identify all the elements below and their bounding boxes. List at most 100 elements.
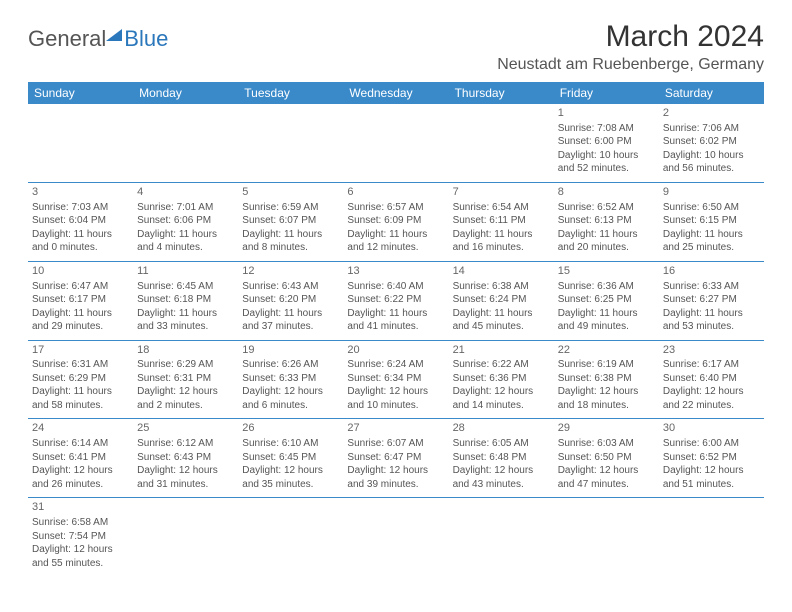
calendar-cell-empty bbox=[238, 498, 343, 576]
day-number: 11 bbox=[137, 264, 234, 279]
weekday-header: Wednesday bbox=[343, 82, 448, 104]
daylight-line: Daylight: 12 hours and 22 minutes. bbox=[663, 385, 760, 412]
sunrise-line: Sunrise: 6:14 AM bbox=[32, 437, 129, 451]
daylight-line: Daylight: 11 hours and 16 minutes. bbox=[453, 228, 550, 255]
sunrise-line: Sunrise: 6:33 AM bbox=[663, 280, 760, 294]
weekday-header: Tuesday bbox=[238, 82, 343, 104]
daylight-line: Daylight: 11 hours and 0 minutes. bbox=[32, 228, 129, 255]
day-number: 4 bbox=[137, 185, 234, 200]
daylight-line: Daylight: 12 hours and 55 minutes. bbox=[32, 543, 129, 570]
sunset-line: Sunset: 6:34 PM bbox=[347, 372, 444, 386]
day-number: 5 bbox=[242, 185, 339, 200]
calendar-cell: 8Sunrise: 6:52 AMSunset: 6:13 PMDaylight… bbox=[554, 182, 659, 261]
calendar-cell: 22Sunrise: 6:19 AMSunset: 6:38 PMDayligh… bbox=[554, 340, 659, 419]
calendar-cell: 28Sunrise: 6:05 AMSunset: 6:48 PMDayligh… bbox=[449, 419, 554, 498]
sunrise-line: Sunrise: 6:07 AM bbox=[347, 437, 444, 451]
weekday-header: Saturday bbox=[659, 82, 764, 104]
day-number: 31 bbox=[32, 500, 129, 515]
sunset-line: Sunset: 6:17 PM bbox=[32, 293, 129, 307]
daylight-line: Daylight: 12 hours and 10 minutes. bbox=[347, 385, 444, 412]
calendar-cell: 29Sunrise: 6:03 AMSunset: 6:50 PMDayligh… bbox=[554, 419, 659, 498]
sunset-line: Sunset: 6:43 PM bbox=[137, 451, 234, 465]
calendar-cell: 18Sunrise: 6:29 AMSunset: 6:31 PMDayligh… bbox=[133, 340, 238, 419]
weekday-header-row: SundayMondayTuesdayWednesdayThursdayFrid… bbox=[28, 82, 764, 104]
daylight-line: Daylight: 11 hours and 25 minutes. bbox=[663, 228, 760, 255]
daylight-line: Daylight: 12 hours and 43 minutes. bbox=[453, 464, 550, 491]
calendar-table: SundayMondayTuesdayWednesdayThursdayFrid… bbox=[28, 82, 764, 576]
sunset-line: Sunset: 6:06 PM bbox=[137, 214, 234, 228]
calendar-cell: 21Sunrise: 6:22 AMSunset: 6:36 PMDayligh… bbox=[449, 340, 554, 419]
sunset-line: Sunset: 6:40 PM bbox=[663, 372, 760, 386]
weekday-header: Monday bbox=[133, 82, 238, 104]
day-number: 2 bbox=[663, 106, 760, 121]
daylight-line: Daylight: 11 hours and 41 minutes. bbox=[347, 307, 444, 334]
calendar-cell-empty bbox=[28, 104, 133, 182]
sunset-line: Sunset: 6:22 PM bbox=[347, 293, 444, 307]
daylight-line: Daylight: 12 hours and 31 minutes. bbox=[137, 464, 234, 491]
calendar-cell: 2Sunrise: 7:06 AMSunset: 6:02 PMDaylight… bbox=[659, 104, 764, 182]
sunset-line: Sunset: 6:18 PM bbox=[137, 293, 234, 307]
sunrise-line: Sunrise: 6:38 AM bbox=[453, 280, 550, 294]
calendar-cell-empty bbox=[343, 104, 448, 182]
sunrise-line: Sunrise: 6:45 AM bbox=[137, 280, 234, 294]
calendar-cell: 3Sunrise: 7:03 AMSunset: 6:04 PMDaylight… bbox=[28, 182, 133, 261]
sunrise-line: Sunrise: 6:58 AM bbox=[32, 516, 129, 530]
daylight-line: Daylight: 11 hours and 8 minutes. bbox=[242, 228, 339, 255]
sunset-line: Sunset: 6:29 PM bbox=[32, 372, 129, 386]
calendar-row: 31Sunrise: 6:58 AMSunset: 7:54 PMDayligh… bbox=[28, 498, 764, 576]
day-number: 13 bbox=[347, 264, 444, 279]
day-number: 9 bbox=[663, 185, 760, 200]
day-number: 15 bbox=[558, 264, 655, 279]
sunset-line: Sunset: 6:47 PM bbox=[347, 451, 444, 465]
daylight-line: Daylight: 11 hours and 4 minutes. bbox=[137, 228, 234, 255]
sunset-line: Sunset: 6:00 PM bbox=[558, 135, 655, 149]
daylight-line: Daylight: 11 hours and 37 minutes. bbox=[242, 307, 339, 334]
day-number: 21 bbox=[453, 343, 550, 358]
sunrise-line: Sunrise: 7:01 AM bbox=[137, 201, 234, 215]
day-number: 27 bbox=[347, 421, 444, 436]
weekday-header: Sunday bbox=[28, 82, 133, 104]
daylight-line: Daylight: 11 hours and 33 minutes. bbox=[137, 307, 234, 334]
calendar-cell: 31Sunrise: 6:58 AMSunset: 7:54 PMDayligh… bbox=[28, 498, 133, 576]
sunset-line: Sunset: 6:36 PM bbox=[453, 372, 550, 386]
calendar-cell-empty bbox=[449, 498, 554, 576]
sunrise-line: Sunrise: 6:50 AM bbox=[663, 201, 760, 215]
day-number: 6 bbox=[347, 185, 444, 200]
calendar-cell: 20Sunrise: 6:24 AMSunset: 6:34 PMDayligh… bbox=[343, 340, 448, 419]
calendar-cell: 7Sunrise: 6:54 AMSunset: 6:11 PMDaylight… bbox=[449, 182, 554, 261]
calendar-cell: 27Sunrise: 6:07 AMSunset: 6:47 PMDayligh… bbox=[343, 419, 448, 498]
calendar-cell-empty bbox=[343, 498, 448, 576]
sunrise-line: Sunrise: 6:29 AM bbox=[137, 358, 234, 372]
calendar-cell: 9Sunrise: 6:50 AMSunset: 6:15 PMDaylight… bbox=[659, 182, 764, 261]
daylight-line: Daylight: 12 hours and 14 minutes. bbox=[453, 385, 550, 412]
day-number: 30 bbox=[663, 421, 760, 436]
calendar-cell: 6Sunrise: 6:57 AMSunset: 6:09 PMDaylight… bbox=[343, 182, 448, 261]
daylight-line: Daylight: 12 hours and 47 minutes. bbox=[558, 464, 655, 491]
sunrise-line: Sunrise: 6:43 AM bbox=[242, 280, 339, 294]
sunrise-line: Sunrise: 7:08 AM bbox=[558, 122, 655, 136]
calendar-row: 17Sunrise: 6:31 AMSunset: 6:29 PMDayligh… bbox=[28, 340, 764, 419]
sunset-line: Sunset: 6:52 PM bbox=[663, 451, 760, 465]
day-number: 19 bbox=[242, 343, 339, 358]
day-number: 7 bbox=[453, 185, 550, 200]
sunrise-line: Sunrise: 6:24 AM bbox=[347, 358, 444, 372]
calendar-row: 24Sunrise: 6:14 AMSunset: 6:41 PMDayligh… bbox=[28, 419, 764, 498]
sunrise-line: Sunrise: 6:26 AM bbox=[242, 358, 339, 372]
sunset-line: Sunset: 6:24 PM bbox=[453, 293, 550, 307]
day-number: 16 bbox=[663, 264, 760, 279]
calendar-cell: 17Sunrise: 6:31 AMSunset: 6:29 PMDayligh… bbox=[28, 340, 133, 419]
day-number: 25 bbox=[137, 421, 234, 436]
calendar-cell: 10Sunrise: 6:47 AMSunset: 6:17 PMDayligh… bbox=[28, 261, 133, 340]
daylight-line: Daylight: 11 hours and 20 minutes. bbox=[558, 228, 655, 255]
sunset-line: Sunset: 6:38 PM bbox=[558, 372, 655, 386]
calendar-cell: 12Sunrise: 6:43 AMSunset: 6:20 PMDayligh… bbox=[238, 261, 343, 340]
calendar-cell-empty bbox=[133, 498, 238, 576]
sunset-line: Sunset: 6:11 PM bbox=[453, 214, 550, 228]
sunset-line: Sunset: 6:07 PM bbox=[242, 214, 339, 228]
logo-text-general: General bbox=[28, 26, 106, 52]
daylight-line: Daylight: 11 hours and 53 minutes. bbox=[663, 307, 760, 334]
daylight-line: Daylight: 10 hours and 52 minutes. bbox=[558, 149, 655, 176]
sunrise-line: Sunrise: 7:03 AM bbox=[32, 201, 129, 215]
daylight-line: Daylight: 10 hours and 56 minutes. bbox=[663, 149, 760, 176]
sunset-line: Sunset: 6:09 PM bbox=[347, 214, 444, 228]
